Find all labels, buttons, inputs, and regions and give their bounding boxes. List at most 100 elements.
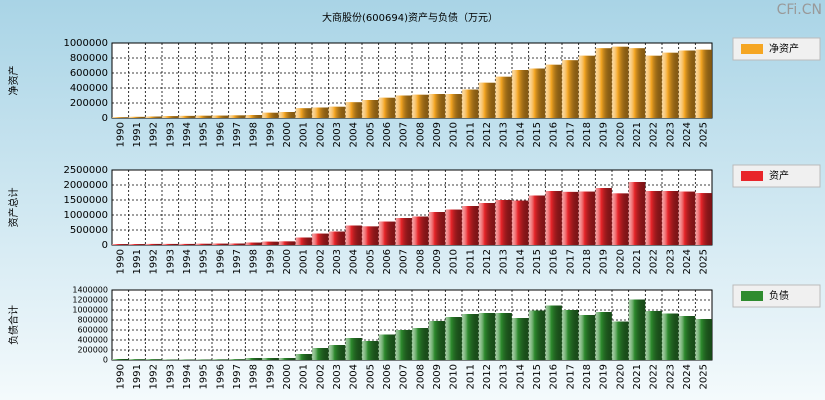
bar-shade [595,48,612,118]
x-tick-label: 2013 [499,249,510,274]
bar-shade [312,233,329,245]
bar-shade [362,100,379,118]
x-tick-label: 2000 [282,249,293,274]
y-tick-label: 800000 [70,53,108,64]
bar-shade [178,359,196,360]
x-tick-label: 1998 [249,249,260,274]
x-tick-label: 1994 [182,122,193,147]
y-tick-label: 1000000 [63,210,108,221]
bar-shade [212,115,229,118]
x-tick-label: 1992 [149,364,160,389]
bar-shade [628,182,646,245]
bar-shade [695,193,712,245]
legend-label: 资产 [769,169,789,182]
x-tick-label: 2002 [315,122,326,147]
legend-box [732,37,821,61]
x-tick-label: 2011 [465,364,476,389]
x-tick-label: 2025 [699,364,710,389]
bar-shade [428,94,446,118]
x-tick-label: 2016 [549,364,560,389]
bar-shade [345,102,362,118]
bar-shade [512,200,529,245]
x-tick-label: 2020 [615,122,626,147]
bar-shade [528,195,546,245]
bar-shade [145,359,162,360]
y-tick-label: 2500000 [63,165,108,176]
x-tick-label: 1997 [232,364,243,389]
x-tick-label: 2012 [482,364,493,389]
x-tick-label: 2008 [415,364,426,389]
y-tick-label: 1200000 [72,296,108,305]
x-tick-label: 2009 [432,122,443,147]
x-tick-label: 2021 [632,364,643,389]
x-tick-label: 2007 [399,364,410,389]
x-tick-label: 2001 [299,364,310,389]
x-tick-label: 2022 [649,122,660,147]
y-tick-label: 200000 [77,346,108,355]
bar-shade [295,108,312,118]
legend-label: 负债 [769,289,789,302]
x-tick-label: 2005 [365,249,376,274]
x-tick-label: 1990 [115,364,126,389]
x-tick-label: 1999 [265,249,276,274]
bar-shade [412,328,429,360]
bar-shade [462,314,479,360]
bar-shade [345,338,362,360]
bar-shade [545,64,562,118]
y-tick-label: 1000000 [63,38,108,49]
bar-shade [178,243,196,245]
chart-title: 大商股份(600694)资产与负债（万元） [322,11,498,24]
x-tick-label: 1998 [249,364,260,389]
x-tick-label: 1990 [115,122,126,147]
bar-shade [695,49,712,118]
bar-shade [545,191,562,245]
bar-shade [495,76,512,118]
x-tick-label: 2021 [632,249,643,274]
y-tick-label: 2000000 [63,180,108,191]
bar-shade [378,221,396,245]
y-axis-label: 资产总计 [7,188,20,228]
x-tick-label: 2015 [532,249,543,274]
bar-shade [312,348,329,360]
bar-shade [378,97,396,118]
bar-shade [228,359,246,360]
x-tick-label: 1991 [132,364,143,389]
y-tick-label: 400000 [70,83,108,94]
x-tick-label: 2020 [615,364,626,389]
x-tick-label: 2007 [399,249,410,274]
bar-shade [545,305,562,360]
bar-shade [212,243,229,245]
bar-shade [228,115,246,118]
x-tick-label: 2007 [399,122,410,147]
x-tick-label: 1995 [199,122,210,147]
x-tick-label: 1996 [215,249,226,274]
x-tick-label: 2012 [482,249,493,274]
bar-shade [578,315,596,360]
legend-swatch [741,171,763,181]
bar-shade [578,55,596,118]
y-tick-label: 200000 [70,98,108,109]
bar-shade [295,237,312,245]
x-tick-label: 2010 [449,122,460,147]
x-tick-label: 2012 [482,122,493,147]
bar-shade [428,212,446,245]
x-tick-label: 2015 [532,122,543,147]
x-tick-label: 2004 [349,122,360,147]
x-tick-label: 2019 [599,122,610,147]
x-tick-label: 2022 [649,249,660,274]
x-tick-label: 1991 [132,122,143,147]
x-tick-label: 1997 [232,122,243,147]
x-tick-label: 2023 [665,364,676,389]
bar-shade [145,243,162,245]
x-tick-label: 2002 [315,249,326,274]
x-tick-label: 2000 [282,364,293,389]
bar-shade [245,358,262,360]
bar-shade [212,359,229,360]
x-tick-label: 2018 [582,249,593,274]
x-tick-label: 2011 [465,122,476,147]
x-tick-label: 1992 [149,122,160,147]
bar-shade [195,115,212,118]
x-tick-label: 1998 [249,122,260,147]
legend-box [732,284,821,308]
